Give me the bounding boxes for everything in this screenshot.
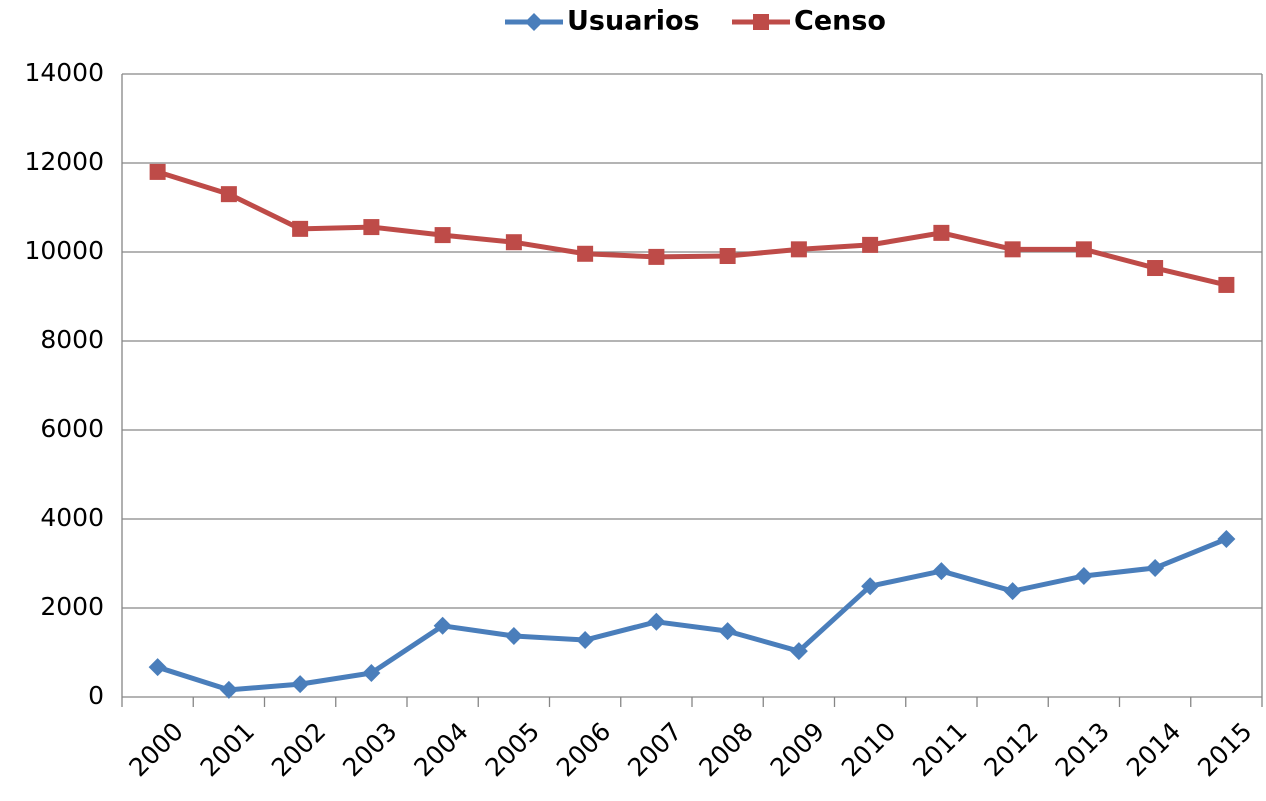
- x-tick-label: 2006: [551, 717, 616, 782]
- marker: [219, 680, 238, 699]
- marker: [753, 14, 769, 30]
- y-tick-label: 12000: [24, 147, 104, 176]
- marker: [1075, 241, 1092, 258]
- marker: [504, 627, 523, 646]
- marker: [647, 612, 666, 631]
- marker: [577, 245, 594, 262]
- x-tick-label: 2012: [978, 717, 1043, 782]
- marker: [505, 234, 522, 251]
- y-tick-label: 14000: [24, 58, 104, 87]
- marker: [363, 219, 380, 236]
- marker: [525, 13, 543, 31]
- x-tick-label: 2000: [123, 717, 188, 782]
- marker: [434, 227, 451, 244]
- y-tick-label: 8000: [40, 325, 104, 354]
- marker: [148, 658, 167, 677]
- x-tick-label: 2002: [266, 717, 331, 782]
- legend-label: Censo: [794, 6, 886, 37]
- x-tick-label: 2004: [408, 717, 473, 782]
- x-tick-label: 2013: [1050, 717, 1115, 782]
- x-tick-label: 2011: [907, 717, 972, 782]
- y-tick-label: 6000: [40, 414, 104, 443]
- x-tick-label: 2014: [1121, 717, 1186, 782]
- marker: [576, 631, 595, 650]
- marker: [149, 163, 166, 180]
- x-tick-label: 2010: [836, 717, 901, 782]
- x-tick-label: 2003: [337, 717, 402, 782]
- y-tick-label: 4000: [40, 503, 104, 532]
- marker: [291, 675, 310, 694]
- marker: [932, 562, 951, 581]
- y-tick-label: 0: [88, 681, 104, 710]
- marker: [1003, 582, 1022, 601]
- marker: [862, 236, 879, 253]
- marker: [933, 224, 950, 241]
- legend-label: Usuarios: [567, 6, 700, 37]
- series-line: [156, 536, 1228, 693]
- marker: [1217, 530, 1236, 549]
- marker: [362, 663, 381, 682]
- marker: [1146, 558, 1165, 577]
- x-tick-label: 2005: [480, 717, 545, 782]
- marker: [718, 622, 737, 641]
- marker: [648, 248, 665, 265]
- marker: [861, 577, 880, 596]
- x-tick-label: 2009: [765, 717, 830, 782]
- marker: [433, 616, 452, 635]
- marker: [790, 241, 807, 258]
- marker: [1147, 260, 1164, 277]
- y-tick-label: 10000: [24, 236, 104, 265]
- marker: [1004, 241, 1021, 258]
- x-tick-label: 2001: [195, 717, 260, 782]
- marker: [292, 220, 309, 237]
- x-tick-label: 2015: [1192, 717, 1257, 782]
- x-tick-label: 2008: [693, 717, 758, 782]
- series-line: [156, 169, 1227, 288]
- marker: [789, 642, 808, 661]
- x-tick-label: 2007: [622, 717, 687, 782]
- marker: [220, 186, 237, 203]
- marker: [719, 248, 736, 265]
- y-tick-label: 2000: [40, 592, 104, 621]
- marker: [1074, 566, 1093, 585]
- marker: [1218, 276, 1235, 293]
